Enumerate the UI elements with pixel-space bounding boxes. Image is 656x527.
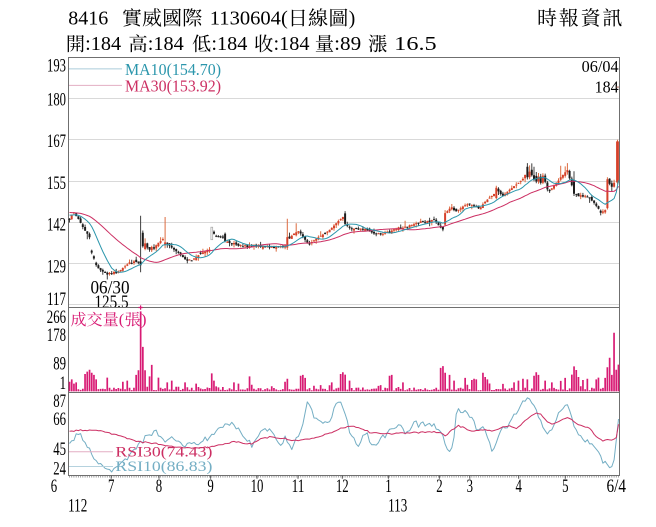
svg-text:): ) — [349, 7, 356, 29]
svg-text:142: 142 — [47, 215, 66, 236]
svg-text:2: 2 — [436, 476, 442, 497]
svg-text:3: 3 — [467, 476, 473, 497]
svg-text:155: 155 — [47, 173, 66, 194]
svg-text::184: :184 — [274, 33, 310, 55]
svg-text:89: 89 — [53, 354, 66, 375]
svg-text:87: 87 — [53, 391, 66, 412]
svg-text::184: :184 — [211, 33, 247, 55]
svg-text:180: 180 — [47, 90, 66, 111]
svg-text:(: ( — [119, 312, 125, 329]
svg-text:MA30(153.92): MA30(153.92) — [125, 76, 221, 95]
svg-text:9: 9 — [207, 476, 213, 497]
svg-text:06/04: 06/04 — [582, 57, 619, 76]
svg-text:24: 24 — [53, 458, 66, 479]
svg-text:06/30: 06/30 — [91, 278, 130, 299]
svg-text:167: 167 — [47, 131, 66, 152]
svg-text:1: 1 — [60, 373, 66, 394]
svg-text:RSI30(74.43): RSI30(74.43) — [115, 445, 212, 461]
svg-text:16.5: 16.5 — [394, 33, 437, 55]
svg-text:8: 8 — [156, 476, 162, 497]
svg-text:10: 10 — [251, 476, 264, 497]
svg-text:125.5: 125.5 — [95, 292, 129, 313]
svg-text::89: :89 — [334, 33, 361, 55]
svg-text:RSI10(86.83): RSI10(86.83) — [115, 459, 212, 475]
svg-text::184: :184 — [148, 33, 184, 55]
svg-text:8416: 8416 — [68, 7, 108, 29]
svg-text:12: 12 — [336, 476, 349, 497]
svg-text:113: 113 — [388, 495, 407, 516]
svg-text:266: 266 — [47, 307, 66, 328]
svg-text:7: 7 — [108, 476, 114, 497]
svg-text:178: 178 — [47, 325, 66, 346]
svg-text:117: 117 — [47, 289, 66, 310]
svg-text:112: 112 — [68, 495, 87, 516]
svg-text:6: 6 — [51, 476, 57, 497]
svg-text:4: 4 — [516, 476, 523, 497]
svg-text:129: 129 — [47, 256, 66, 277]
svg-text:1: 1 — [385, 476, 391, 497]
svg-text::184: :184 — [85, 33, 121, 55]
svg-text:5: 5 — [562, 476, 568, 497]
svg-text:45: 45 — [53, 439, 66, 460]
svg-text:6/4: 6/4 — [607, 476, 627, 497]
svg-text:193: 193 — [47, 55, 66, 76]
svg-text:184: 184 — [595, 78, 619, 97]
svg-text:MA10(154.70): MA10(154.70) — [125, 60, 221, 79]
svg-text:11: 11 — [292, 476, 305, 497]
svg-text:): ) — [141, 312, 147, 329]
svg-text:66: 66 — [53, 409, 66, 430]
svg-text:1130604(: 1130604( — [210, 7, 288, 29]
